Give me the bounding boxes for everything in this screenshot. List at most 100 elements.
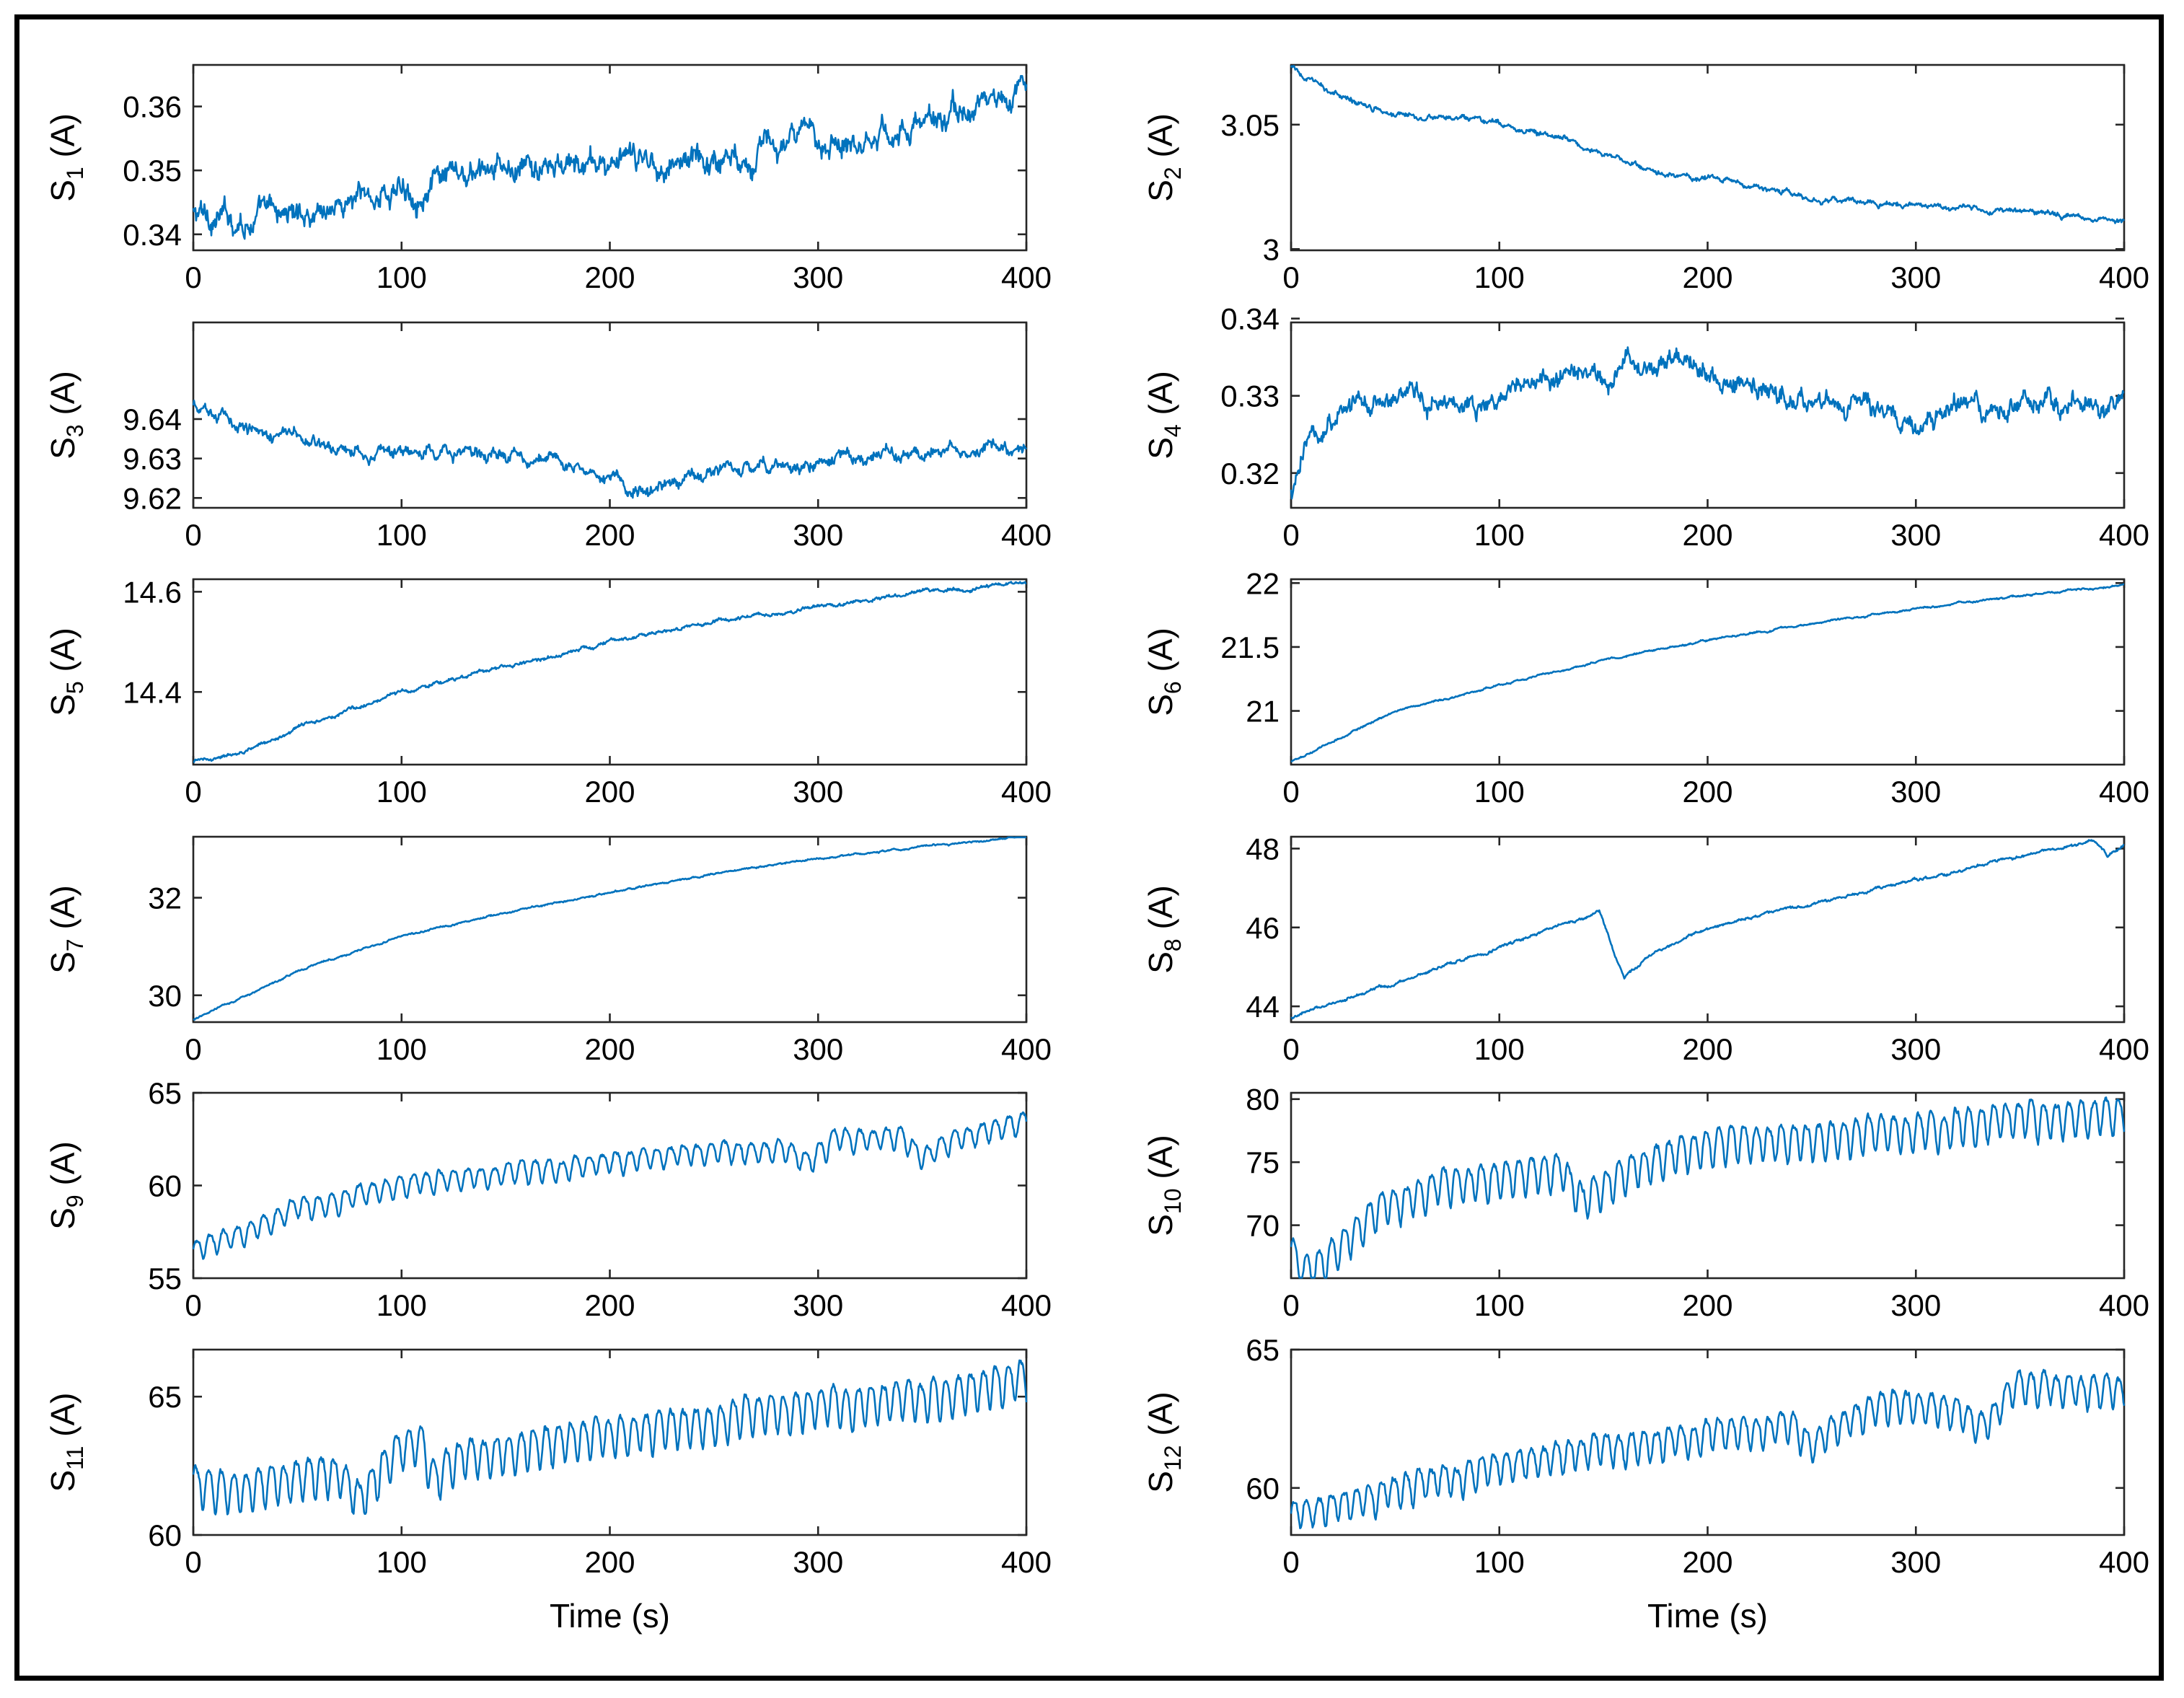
x-axis-label: Time (s) xyxy=(1647,1597,1768,1635)
y-axis-symbol: S xyxy=(44,951,82,974)
x-tick-label: 100 xyxy=(377,1545,427,1579)
x-tick-label: 200 xyxy=(584,1032,635,1066)
y-tick-label: 30 xyxy=(148,979,182,1013)
y-axis-subscript: 7 xyxy=(62,938,88,951)
y-axis-label: S9 (A) xyxy=(44,1141,88,1230)
x-tick-label: 0 xyxy=(185,518,201,552)
y-tick-label: 9.63 xyxy=(123,442,182,476)
y-tick-label: 60 xyxy=(148,1518,182,1552)
y-axis-unit: (A) xyxy=(44,628,82,681)
axes-box xyxy=(192,1091,1028,1280)
x-tick-label: 300 xyxy=(1890,775,1941,809)
y-tick-label: 0.32 xyxy=(1220,457,1280,491)
series-line-s7 xyxy=(193,836,1027,1021)
x-tick-label: 300 xyxy=(1890,1545,1941,1579)
x-tick-label: 400 xyxy=(2099,1288,2149,1322)
y-axis-label: S3 (A) xyxy=(44,371,88,459)
y-axis-label: S4 (A) xyxy=(1142,371,1186,459)
series-line-s2 xyxy=(1290,65,2126,224)
y-tick-label: 44 xyxy=(1246,990,1280,1024)
y-tick-label: 55 xyxy=(148,1262,182,1296)
y-tick-label: 9.64 xyxy=(123,402,182,436)
x-tick-label: 100 xyxy=(1474,518,1525,552)
y-tick-label: 46 xyxy=(1246,911,1280,945)
y-axis-unit: (A) xyxy=(1142,628,1179,681)
x-tick-label: 0 xyxy=(185,1288,201,1322)
y-axis-unit: (A) xyxy=(44,1392,82,1446)
series-line-s11 xyxy=(192,1359,1028,1516)
y-tick-label: 3.05 xyxy=(1220,108,1280,142)
y-axis-subscript: 6 xyxy=(1160,681,1186,694)
subplot-s7: 0 100 200 300 400 30 32 S7 (A) xyxy=(44,835,1052,1066)
x-tick-label: 200 xyxy=(1682,1032,1732,1066)
y-tick-label: 21 xyxy=(1246,695,1280,729)
x-tick-label: 0 xyxy=(1282,260,1299,294)
y-axis-subscript: 4 xyxy=(1160,424,1186,437)
y-axis-symbol: S xyxy=(1142,180,1179,202)
axes-box xyxy=(192,1348,1028,1536)
y-axis-unit: (A) xyxy=(1142,1391,1179,1445)
axes-box xyxy=(1290,578,2126,766)
x-tick-label: 0 xyxy=(1282,518,1299,552)
subplot-s9: 0 100 200 300 400 55 60 65 S9 (A) xyxy=(44,1076,1052,1322)
x-tick-label: 200 xyxy=(584,518,635,552)
y-axis-unit: (A) xyxy=(44,1141,82,1195)
y-axis-subscript: 3 xyxy=(62,424,88,437)
series-line-s10 xyxy=(1290,1096,2126,1279)
x-tick-label: 400 xyxy=(1001,1288,1052,1322)
axes-box xyxy=(192,63,1028,252)
x-tick-label: 0 xyxy=(185,260,201,294)
x-tick-label: 100 xyxy=(377,518,427,552)
y-axis-symbol: S xyxy=(44,1470,82,1492)
x-tick-label: 100 xyxy=(377,1032,427,1066)
subplot-s12: 0 100 200 300 400 60 65 S12 (A) Time (s) xyxy=(1142,1333,2149,1635)
x-tick-label: 200 xyxy=(1682,775,1732,809)
y-axis-symbol: S xyxy=(44,694,82,716)
x-tick-label: 100 xyxy=(1474,1545,1525,1579)
x-tick-label: 0 xyxy=(185,775,201,809)
y-axis-unit: (A) xyxy=(1142,113,1179,167)
series-line-s1 xyxy=(192,75,1028,240)
x-tick-label: 100 xyxy=(377,260,427,294)
x-tick-label: 300 xyxy=(793,1288,843,1322)
subplot-s4: 0 100 200 300 400 0.32 0.33 0.34 S4 (A) xyxy=(1142,302,2149,552)
y-axis-symbol: S xyxy=(44,437,82,459)
x-tick-label: 0 xyxy=(185,1032,201,1066)
y-axis-subscript: 12 xyxy=(1160,1445,1186,1471)
y-axis-unit: (A) xyxy=(44,113,82,167)
y-axis-subscript: 11 xyxy=(62,1446,88,1470)
axes-box xyxy=(192,835,1028,1024)
axes-box xyxy=(1290,1348,2126,1536)
y-axis-subscript: 10 xyxy=(1160,1188,1186,1214)
y-axis-unit: (A) xyxy=(1142,371,1179,424)
y-tick-label: 0.36 xyxy=(123,90,182,124)
x-tick-label: 400 xyxy=(1001,518,1052,552)
y-axis-label: S11 (A) xyxy=(44,1392,88,1492)
y-axis-symbol: S xyxy=(44,180,82,202)
x-tick-label: 400 xyxy=(2099,1032,2149,1066)
y-tick-label: 75 xyxy=(1246,1145,1280,1179)
y-axis-symbol: S xyxy=(1142,437,1179,459)
x-tick-label: 300 xyxy=(793,775,843,809)
y-axis-symbol: S xyxy=(1142,1214,1179,1236)
subplot-s11: 0 100 200 300 400 60 65 S11 (A) Time (s) xyxy=(44,1348,1052,1635)
subplot-s1: 0 100 200 300 400 0.34 0.35 0.36 S1 (A) xyxy=(44,63,1052,294)
series-line-s9 xyxy=(192,1111,1028,1260)
x-axis-label: Time (s) xyxy=(550,1597,670,1635)
x-tick-label: 400 xyxy=(2099,775,2149,809)
y-tick-label: 14.6 xyxy=(123,575,182,609)
x-tick-label: 200 xyxy=(1682,1545,1732,1579)
x-tick-label: 200 xyxy=(1682,260,1732,294)
y-axis-symbol: S xyxy=(1142,694,1179,716)
x-tick-label: 200 xyxy=(584,1288,635,1322)
y-axis-symbol: S xyxy=(1142,1471,1179,1493)
x-tick-label: 200 xyxy=(1682,518,1732,552)
y-axis-subscript: 1 xyxy=(62,167,88,180)
y-tick-label: 32 xyxy=(148,881,182,915)
x-tick-label: 0 xyxy=(1282,1545,1299,1579)
series-line-s5 xyxy=(193,581,1027,763)
y-axis-symbol: S xyxy=(44,1207,82,1230)
x-tick-label: 0 xyxy=(1282,775,1299,809)
y-tick-label: 0.34 xyxy=(1220,302,1280,336)
